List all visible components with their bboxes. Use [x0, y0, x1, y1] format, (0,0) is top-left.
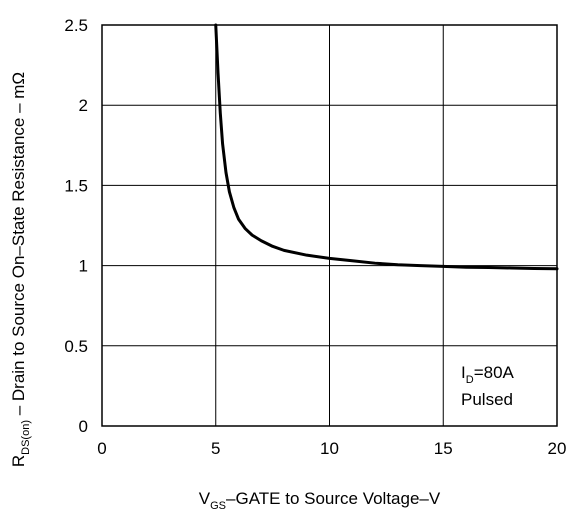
x-tick-label: 20: [548, 439, 567, 458]
y-tick-label: 1: [79, 257, 88, 276]
y-tick-label: 2: [79, 96, 88, 115]
y-axis-label: RDS(on) – Drain to Source On–State Resis…: [9, 72, 32, 467]
x-axis-label: VGS–GATE to Source Voltage–V: [199, 489, 441, 512]
annotation-mode: Pulsed: [461, 390, 513, 409]
x-tick-label: 15: [434, 439, 453, 458]
y-tick-label: 1.5: [64, 176, 88, 195]
grid: [102, 25, 557, 426]
annotation: ID=80A Pulsed: [461, 363, 515, 409]
series-layer: [214, 23, 559, 271]
y-tick-label: 0: [79, 417, 88, 436]
annotation-current: ID=80A: [461, 363, 515, 386]
plot-frame: [101, 24, 558, 427]
x-tick-label: 5: [211, 439, 220, 458]
tick-labels: 0 5 10 15 20 0 0.5 1 1.5 2 2.5: [64, 16, 566, 458]
series-line-0: [214, 23, 559, 271]
y-tick-label: 2.5: [64, 16, 88, 35]
x-tick-label: 0: [97, 439, 106, 458]
x-tick-label: 10: [320, 439, 339, 458]
y-tick-label: 0.5: [64, 337, 88, 356]
